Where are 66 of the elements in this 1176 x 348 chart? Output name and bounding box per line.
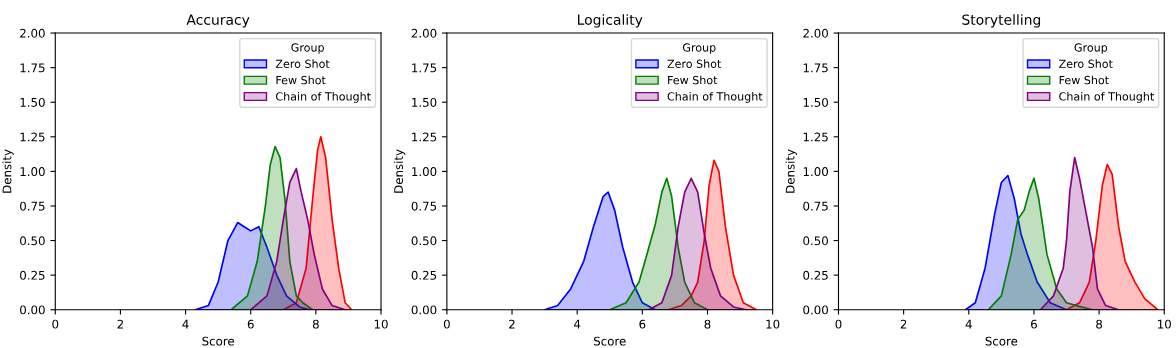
x-tick-label: 0 — [835, 319, 842, 329]
y-tick-label: 1.75 — [803, 63, 828, 73]
x-tick-label: 8 — [312, 319, 319, 329]
y-tick-label: 1.00 — [412, 167, 437, 177]
chart-title: Storytelling — [962, 14, 1041, 28]
y-axis-title: Density — [785, 149, 797, 193]
x-tick-label: 4 — [574, 319, 581, 329]
x-tick-label: 0 — [443, 319, 450, 329]
x-tick-label: 0 — [52, 319, 59, 329]
y-tick-label: 1.50 — [412, 97, 437, 107]
x-axis-title: Score — [985, 336, 1018, 346]
y-tick-label: 0.25 — [803, 270, 828, 280]
y-tick-label: 0.00 — [20, 305, 45, 315]
y-tick-label: 0.75 — [411, 201, 437, 211]
x-tick-label: 2 — [117, 319, 123, 329]
legend-label: Few Shot — [276, 75, 326, 85]
chart-title: Accuracy — [186, 14, 250, 28]
x-tick-label: 10 — [766, 319, 780, 329]
legend-title: Group — [291, 43, 324, 54]
y-tick-label: 1.50 — [20, 97, 45, 107]
x-tick-label: 4 — [965, 319, 972, 329]
chart-title: Logicality — [578, 14, 643, 28]
y-tick-label: 0.50 — [20, 236, 45, 246]
legend-label: Chain of Thought — [276, 91, 371, 103]
y-tick-label: 0.00 — [803, 305, 828, 315]
legend-label: Zero Shot — [1059, 59, 1113, 68]
legend-label: Few Shot — [1059, 75, 1109, 85]
x-tick-label: 2 — [900, 319, 907, 329]
y-tick-label: 2.00 — [803, 28, 828, 38]
x-axis-title: Score — [594, 336, 626, 346]
x-tick-label: 8 — [704, 319, 711, 329]
x-tick-label: 6 — [1031, 319, 1037, 329]
x-tick-label: 6 — [247, 319, 254, 329]
x-tick-label: 2 — [509, 319, 515, 329]
x-axis-title: Score — [202, 336, 235, 346]
y-tick-label: 1.25 — [20, 132, 45, 142]
x-tick-label: 10 — [1158, 319, 1171, 329]
y-tick-label: 0.50 — [803, 236, 828, 246]
legend-title: Group — [1074, 43, 1108, 54]
y-tick-label: 0.00 — [411, 305, 437, 315]
legend-label: Chain of Thought — [667, 91, 763, 103]
legend-label: Zero Shot — [275, 59, 330, 68]
y-tick-label: 0.25 — [411, 270, 437, 280]
y-tick-label: 0.50 — [411, 236, 437, 246]
y-tick-label: 1.00 — [20, 167, 45, 177]
legend-label: Zero Shot — [667, 59, 722, 68]
y-tick-label: 1.50 — [803, 97, 828, 107]
legend-title: Group — [682, 43, 716, 54]
y-tick-label: 0.25 — [20, 270, 45, 280]
y-tick-label: 1.75 — [412, 63, 437, 73]
x-tick-label: 6 — [639, 319, 646, 329]
y-tick-label: 1.00 — [803, 167, 828, 177]
legend-label: Few Shot — [668, 75, 718, 85]
y-tick-label: 1.75 — [20, 63, 45, 73]
x-tick-label: 10 — [374, 319, 388, 329]
y-tick-label: 2.00 — [411, 28, 437, 38]
y-axis-title: Density — [2, 149, 14, 193]
y-axis-title: Density — [393, 149, 406, 193]
y-tick-label: 1.25 — [803, 132, 828, 142]
x-tick-label: 4 — [182, 319, 189, 329]
y-tick-label: 0.75 — [803, 201, 828, 211]
legend-label: Chain of Thought — [1059, 91, 1154, 103]
y-tick-label: 0.75 — [20, 201, 45, 211]
y-tick-label: 1.25 — [412, 132, 437, 142]
x-tick-label: 8 — [1096, 319, 1103, 329]
y-tick-label: 2.00 — [20, 28, 45, 38]
